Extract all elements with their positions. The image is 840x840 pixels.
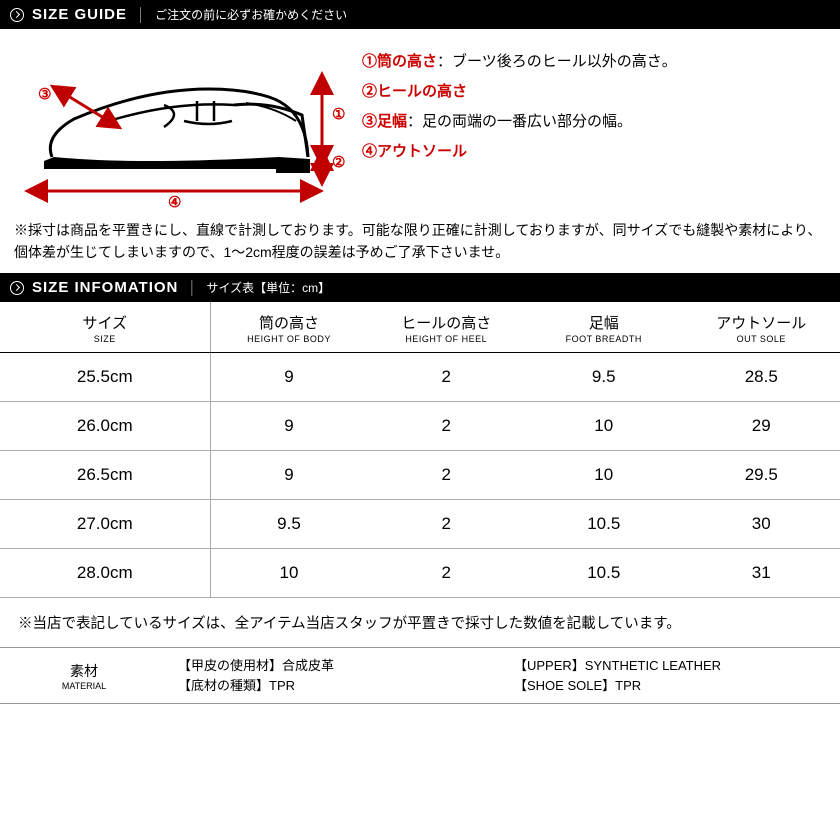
legend-row: ④アウトソール <box>362 137 826 167</box>
header-title: SIZE INFOMATION <box>32 279 178 296</box>
shoe-diagram: ① ② ③ ④ <box>14 41 344 216</box>
header-separator: │ <box>188 280 196 295</box>
header-subtitle: ご注文の前に必ずお確かめください <box>155 6 347 23</box>
size-note: ※当店で表記しているサイズは、全アイテム当店スタッフが平置きで採寸した数値を記載… <box>0 598 840 647</box>
table-header-row: サイズSIZE 筒の高さHEIGHT OF BODY ヒールの高さHEIGHT … <box>0 302 840 353</box>
diagram-label-4: ④ <box>168 193 181 211</box>
legend-row: ②ヒールの高さ <box>362 77 826 107</box>
chevron-right-icon <box>10 8 24 22</box>
chevron-right-icon <box>10 281 24 295</box>
header-subtitle: サイズ表【単位：cm】 <box>207 279 331 296</box>
legend-row: ③足幅：足の両端の一番広い部分の幅。 <box>362 107 826 137</box>
table-row: 26.5cm921029.5 <box>0 451 840 500</box>
table-row: 25.5cm929.528.5 <box>0 353 840 402</box>
material-table: 素材 MATERIAL 【甲皮の使用材】合成皮革 【底材の種類】TPR 【UPP… <box>0 647 840 704</box>
size-info-header: SIZE INFOMATION │ サイズ表【単位：cm】 <box>0 273 840 302</box>
header-title: SIZE GUIDE <box>32 6 127 23</box>
guide-section: ① ② ③ ④ ①筒の高さ：ブーツ後ろのヒール以外の高さ。 ②ヒールの高さ ③足… <box>0 29 840 220</box>
size-guide-header: SIZE GUIDE │ ご注文の前に必ずお確かめください <box>0 0 840 29</box>
material-row: 素材 MATERIAL 【甲皮の使用材】合成皮革 【底材の種類】TPR 【UPP… <box>0 648 840 704</box>
measurement-note: ※採寸は商品を平置きにし、直線で計測しております。可能な限り正確に計測しておりま… <box>0 220 840 273</box>
legend-row: ①筒の高さ：ブーツ後ろのヒール以外の高さ。 <box>362 47 826 77</box>
table-row: 26.0cm921029 <box>0 402 840 451</box>
table-row: 27.0cm9.5210.530 <box>0 500 840 549</box>
size-table: サイズSIZE 筒の高さHEIGHT OF BODY ヒールの高さHEIGHT … <box>0 302 840 598</box>
diagram-label-3: ③ <box>38 85 51 103</box>
diagram-label-1: ① <box>332 105 345 123</box>
header-separator: │ <box>137 7 145 22</box>
diagram-label-2: ② <box>332 153 345 171</box>
table-row: 28.0cm10210.531 <box>0 549 840 598</box>
legend: ①筒の高さ：ブーツ後ろのヒール以外の高さ。 ②ヒールの高さ ③足幅：足の両端の一… <box>362 41 826 216</box>
